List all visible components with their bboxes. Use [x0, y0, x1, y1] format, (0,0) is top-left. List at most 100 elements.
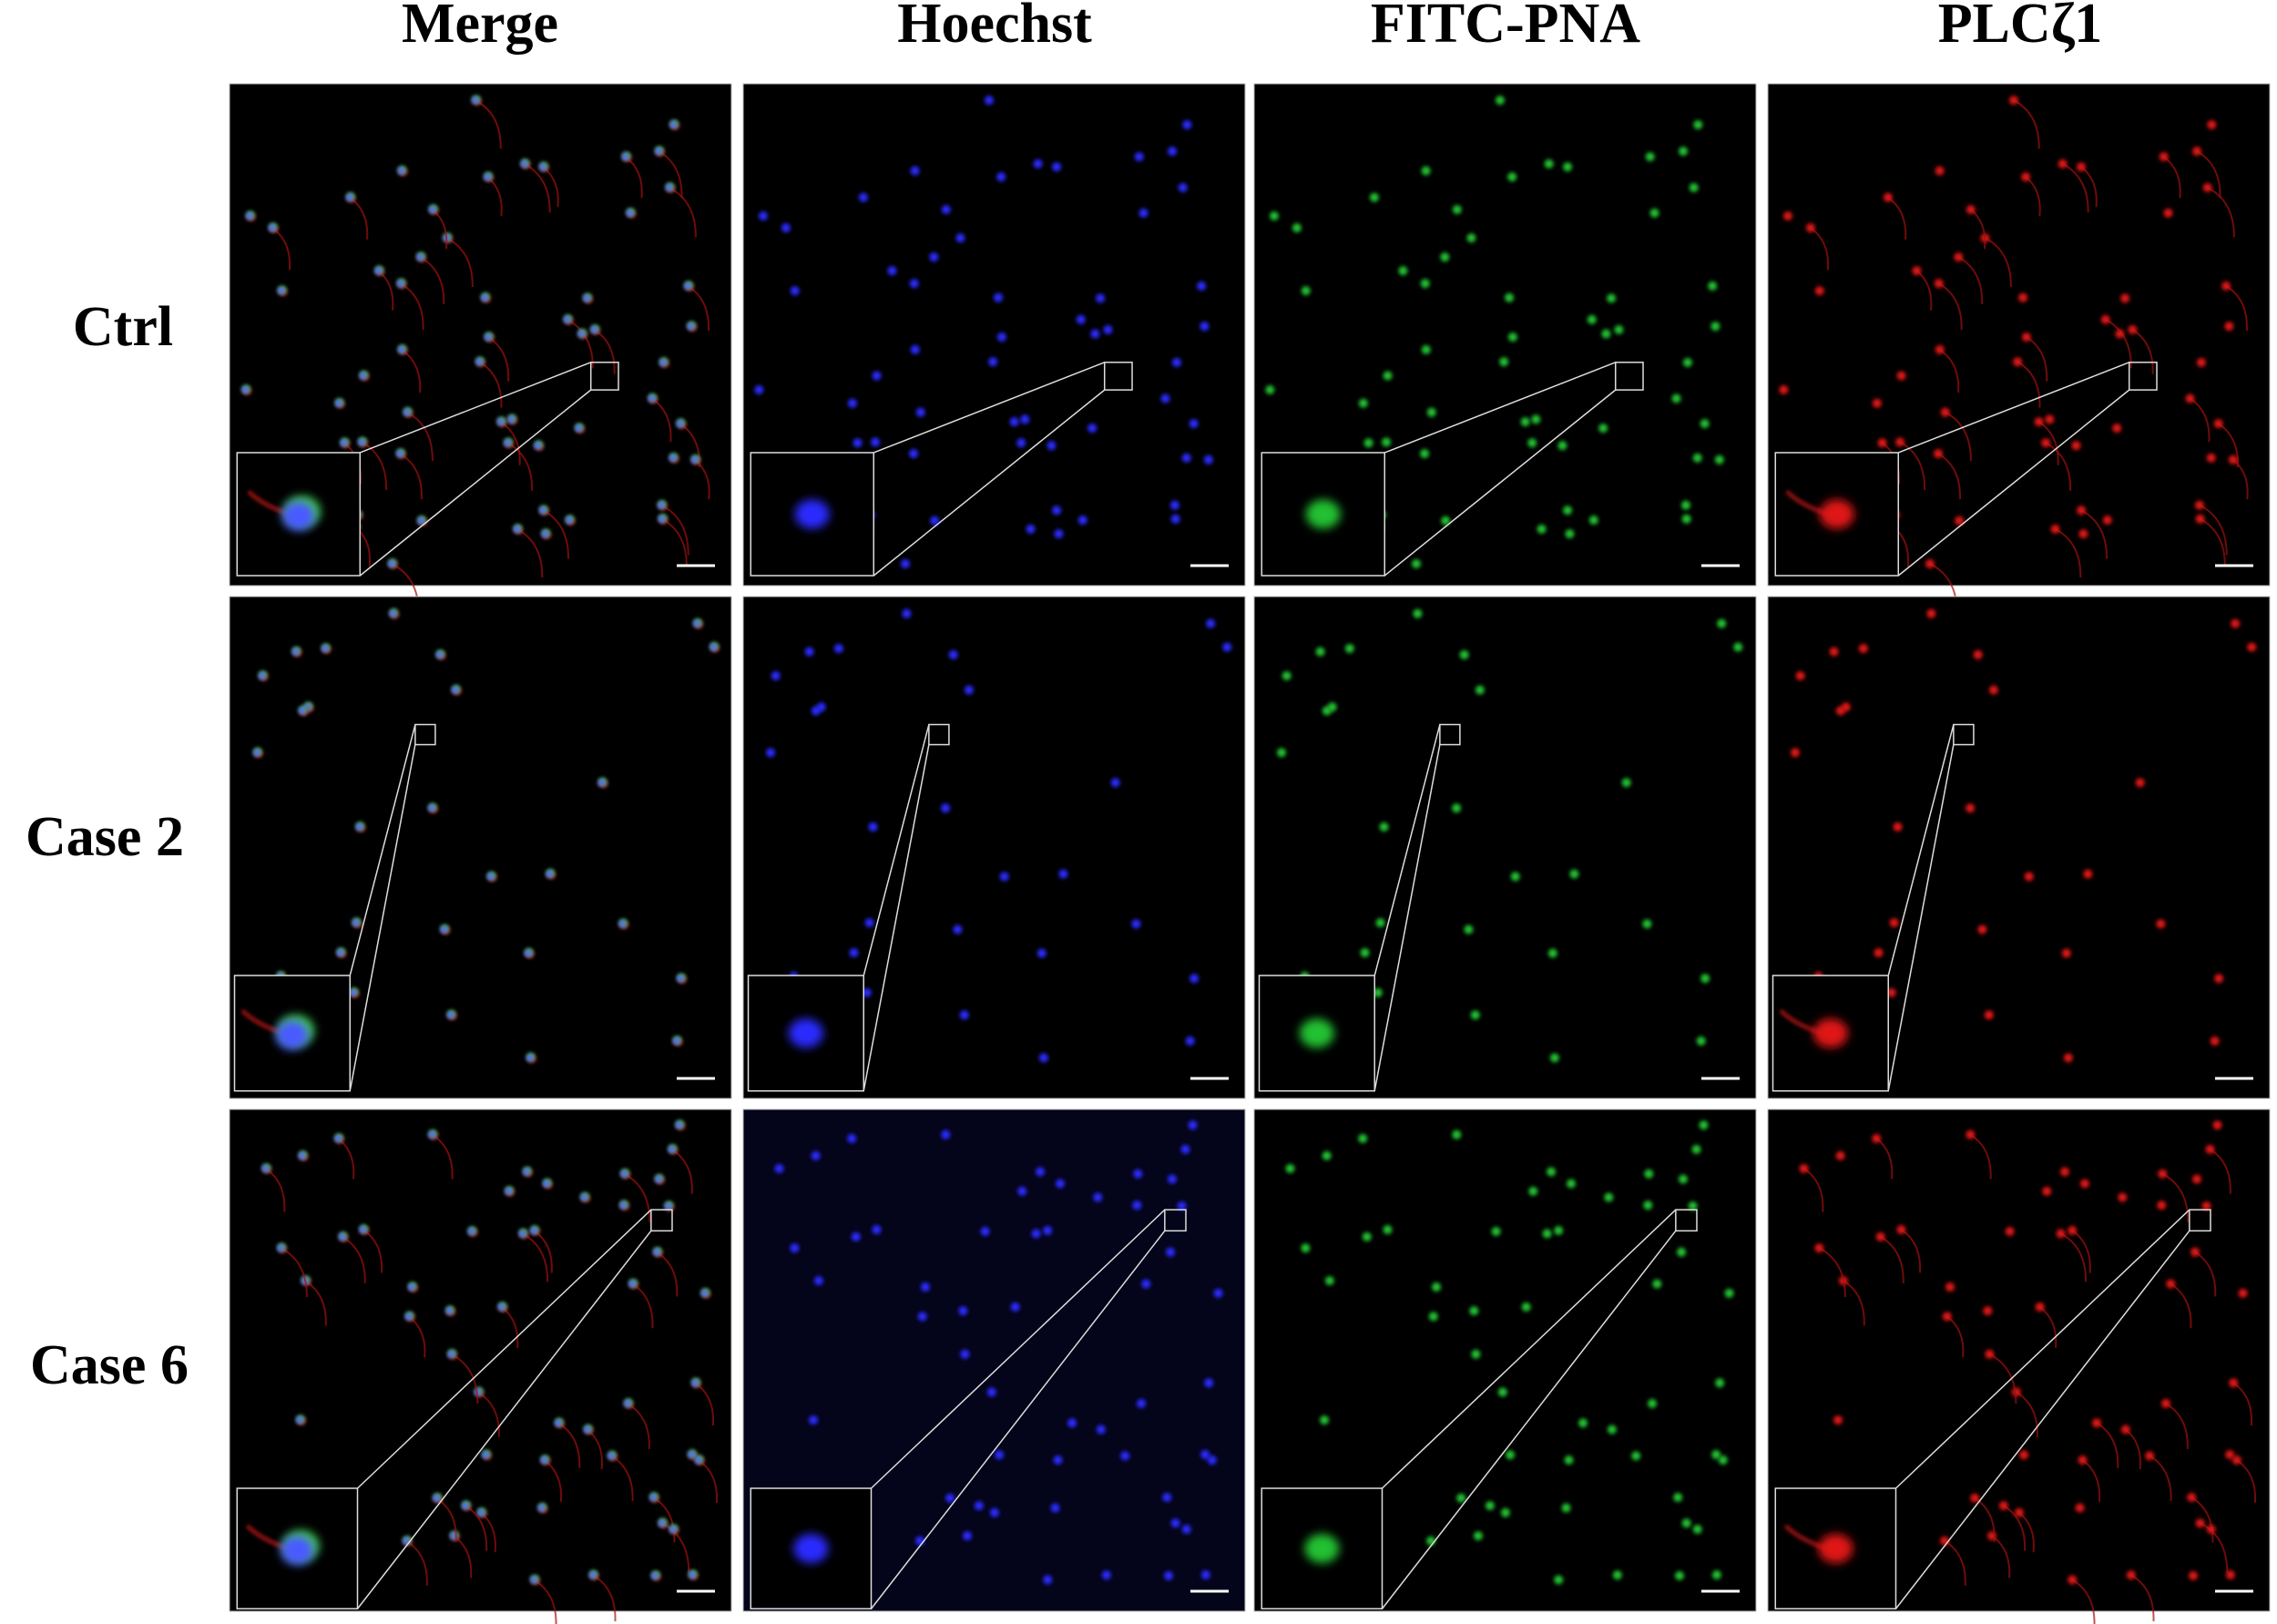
cell — [1700, 974, 1710, 984]
cell — [1469, 1306, 1479, 1316]
cell — [1673, 1493, 1683, 1503]
cell — [2056, 1229, 2066, 1239]
cell — [1554, 1575, 1564, 1585]
cell — [1966, 1129, 1976, 1139]
cell — [1188, 1120, 1198, 1130]
cell-blue — [677, 975, 685, 983]
cell — [900, 558, 910, 568]
cell-blue — [338, 1232, 346, 1241]
micrograph-panel — [742, 596, 1246, 1099]
cell — [851, 1231, 861, 1241]
cell — [1050, 1503, 1060, 1513]
cell — [962, 1531, 972, 1541]
cell — [1485, 1501, 1495, 1511]
inset-frame — [236, 1487, 359, 1609]
cell-blue — [540, 1456, 548, 1465]
cell — [2192, 147, 2202, 157]
cell — [1322, 706, 1332, 716]
cell — [1053, 1455, 1063, 1466]
cell — [2077, 506, 2087, 516]
cell-blue — [445, 1307, 454, 1315]
cell — [909, 279, 919, 289]
cell-blue — [253, 749, 261, 757]
cell — [1642, 919, 1652, 929]
cell — [771, 670, 781, 680]
cell — [1320, 1415, 1330, 1425]
cell — [909, 449, 919, 459]
cell — [1711, 1570, 1721, 1580]
zoom-line — [863, 724, 930, 976]
tail — [1818, 1247, 1846, 1298]
cell — [1452, 205, 1462, 215]
cell — [2045, 414, 2055, 424]
cell — [1680, 500, 1690, 510]
cell — [790, 286, 800, 296]
cell — [1197, 281, 1207, 291]
tail — [2200, 1522, 2229, 1574]
cell — [1601, 329, 1611, 339]
cell — [1459, 649, 1469, 659]
cell — [1499, 357, 1509, 367]
cell — [1470, 1010, 1480, 1020]
cell — [1782, 211, 1792, 221]
cell — [986, 1387, 996, 1397]
cell-blue — [261, 1164, 270, 1172]
cell-blue — [710, 643, 718, 651]
cell — [1714, 455, 1724, 465]
cell — [910, 344, 920, 354]
cell — [1814, 1243, 1824, 1253]
cell — [2005, 1226, 2015, 1236]
cell — [2163, 208, 2173, 218]
cell — [1171, 357, 1181, 367]
cell — [1103, 324, 1113, 334]
cell — [1631, 1451, 1641, 1461]
zoom-line — [863, 744, 930, 1091]
cells — [1277, 608, 1743, 1063]
cell — [1799, 1163, 1809, 1173]
cell-blue — [451, 686, 459, 694]
cell — [1966, 205, 1976, 215]
inset-cell — [1305, 499, 1341, 529]
tail — [1988, 1353, 2017, 1404]
cell — [1178, 182, 1188, 192]
cell — [1170, 514, 1180, 524]
cell — [1200, 1570, 1210, 1580]
cell — [1181, 1525, 1191, 1535]
cell — [1166, 1247, 1176, 1257]
cell — [1883, 192, 1893, 202]
cell-blue — [669, 454, 677, 462]
cell — [2225, 1450, 2235, 1460]
zoom-line — [349, 724, 416, 976]
cell — [1934, 279, 1944, 289]
cell — [1170, 1518, 1180, 1528]
cell — [1017, 1186, 1027, 1196]
cell — [2145, 1451, 2155, 1461]
cell — [1942, 1312, 1952, 1322]
cell — [2008, 96, 2018, 106]
cell-blue — [277, 287, 285, 295]
inset-cell — [794, 499, 830, 529]
cell — [1510, 872, 1520, 882]
cell-blue — [482, 1451, 490, 1459]
tail — [2013, 99, 2040, 149]
cell-blue — [669, 1526, 677, 1534]
inset-cell-blue — [281, 501, 315, 531]
cell — [1858, 643, 1868, 653]
cell — [1043, 1575, 1053, 1585]
cell — [1131, 919, 1141, 929]
inset-cell — [1819, 499, 1854, 529]
cell — [1520, 417, 1530, 427]
cell — [1200, 322, 1210, 332]
cell — [1076, 314, 1086, 324]
micrograph-panel — [742, 83, 1246, 587]
cell — [1363, 438, 1373, 448]
cell — [1700, 419, 1710, 429]
cell — [1643, 1200, 1653, 1210]
cell — [1043, 1226, 1053, 1236]
cell — [1977, 924, 1987, 935]
cell-blue — [628, 1280, 637, 1288]
inset-cell — [1299, 1018, 1334, 1048]
cell — [1561, 1503, 1571, 1513]
cell — [2128, 324, 2138, 334]
cell — [1133, 1169, 1143, 1179]
